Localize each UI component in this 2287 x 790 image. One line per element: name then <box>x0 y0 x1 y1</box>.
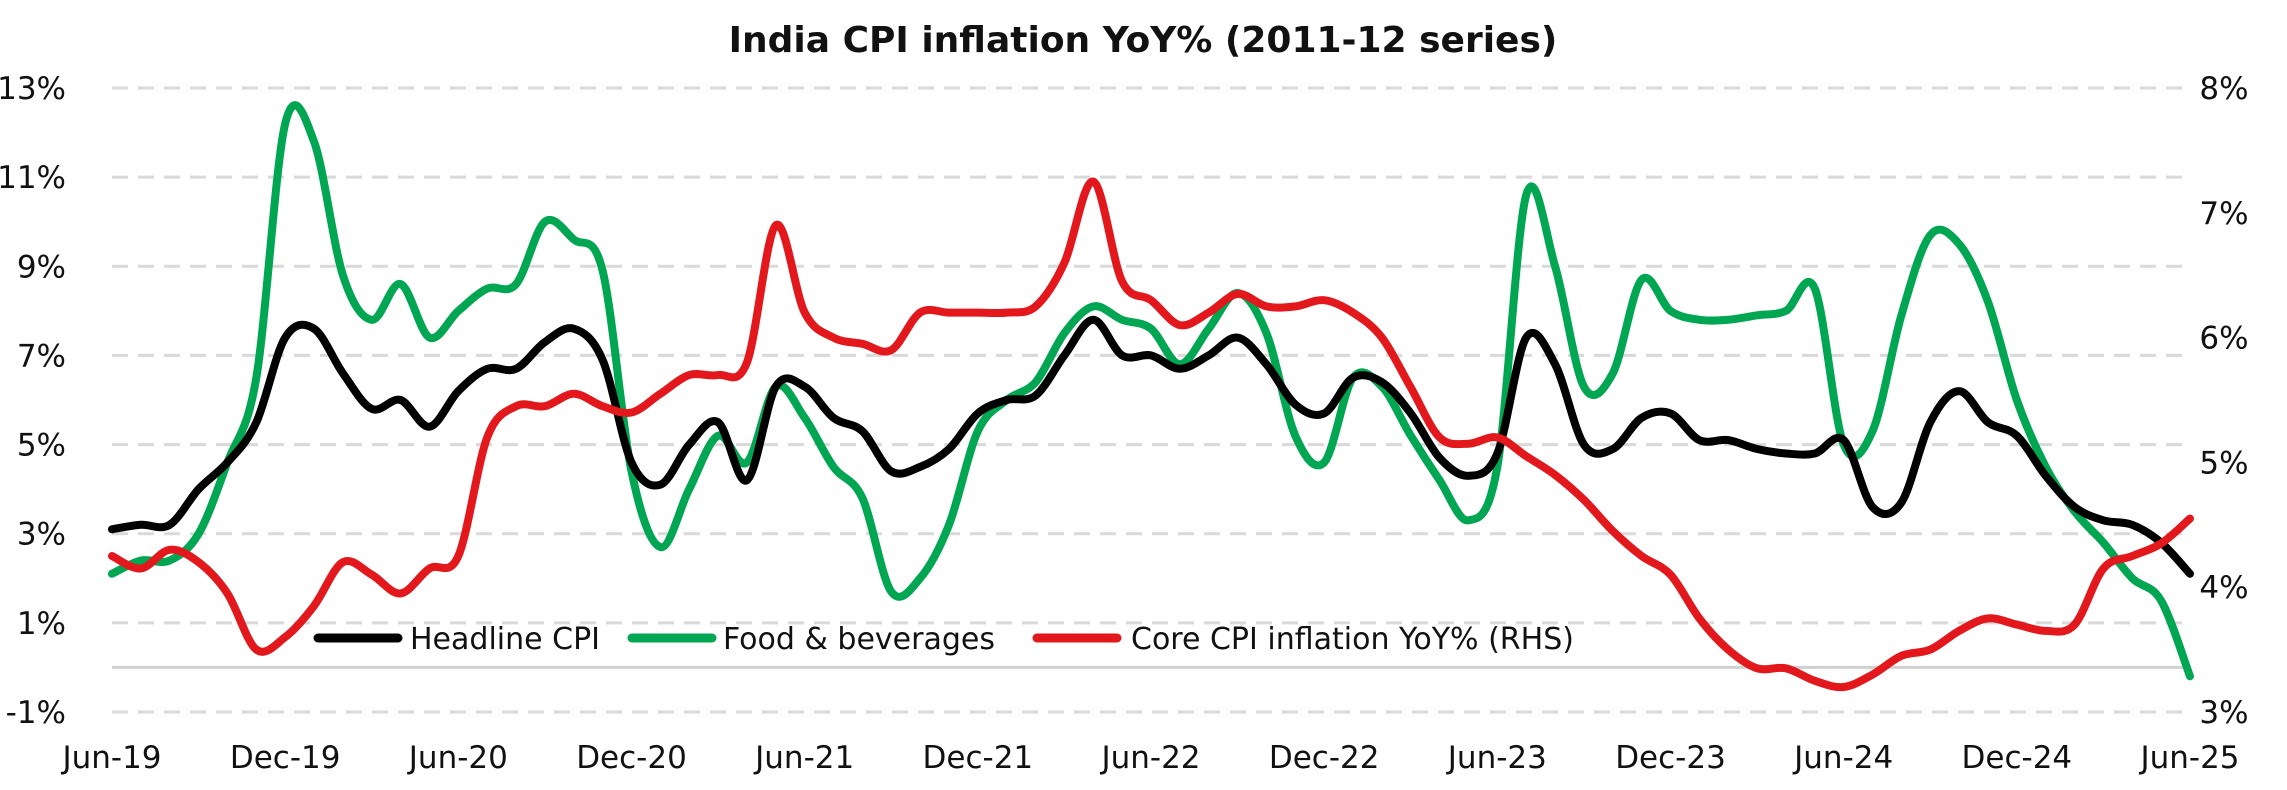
left-tick-label: 3% <box>17 517 66 553</box>
right-tick-label: 6% <box>2199 321 2248 357</box>
left-tick-label: 5% <box>17 428 66 464</box>
food-beverages-line <box>108 101 2194 681</box>
series-lines <box>108 101 2194 692</box>
x-tick-label: Jun-19 <box>60 740 161 776</box>
right-tick-label: 7% <box>2199 196 2248 232</box>
left-tick-label: 7% <box>17 338 66 374</box>
legend: Headline CPI Food & beverages Core CPI inf… <box>313 622 1574 657</box>
left-tick-label: -1% <box>6 695 66 731</box>
chart-title: India CPI inflation YoY% (2011-12 series… <box>729 20 1558 61</box>
right-axis-ticks: 8% 7% 6% 5% 4% 3% <box>2199 71 2248 731</box>
x-tick-label: Dec-21 <box>923 740 1034 776</box>
x-tick-label: Jun-21 <box>753 740 854 776</box>
x-tick-label: Dec-20 <box>576 740 687 776</box>
core-cpi-line <box>108 177 2194 692</box>
x-tick-label: Jun-25 <box>2138 740 2239 776</box>
x-tick-label: Dec-24 <box>1962 740 2073 776</box>
x-tick-label: Dec-23 <box>1615 740 1726 776</box>
left-axis-ticks: 13% 11% 9% 7% 5% 3% 1% -1% <box>0 71 66 731</box>
right-tick-label: 4% <box>2199 570 2248 606</box>
x-tick-label: Jun-24 <box>1792 740 1893 776</box>
x-tick-label: Dec-22 <box>1269 740 1380 776</box>
x-tick-label: Dec-19 <box>230 740 341 776</box>
headline-cpi-line <box>108 315 2194 578</box>
left-tick-label: 11% <box>0 160 66 196</box>
x-tick-label: Jun-20 <box>407 740 508 776</box>
x-tick-label: Jun-23 <box>1446 740 1547 776</box>
x-axis-ticks: Jun-19 Dec-19 Jun-20 Dec-20 Jun-21 Dec-21 Jun-… <box>60 740 2239 776</box>
right-tick-label: 5% <box>2199 445 2248 481</box>
right-tick-label: 8% <box>2199 71 2248 107</box>
left-tick-label: 13% <box>0 71 66 107</box>
legend-label-core-cpi: Core CPI inflation YoY% (RHS) <box>1131 622 1574 657</box>
left-tick-label: 1% <box>17 606 66 642</box>
left-tick-label: 9% <box>17 249 66 285</box>
x-tick-label: Jun-22 <box>1099 740 1200 776</box>
legend-label-food-beverages: Food & beverages <box>723 622 995 657</box>
legend-label-headline-cpi: Headline CPI <box>410 622 600 657</box>
right-tick-label: 3% <box>2199 695 2248 731</box>
